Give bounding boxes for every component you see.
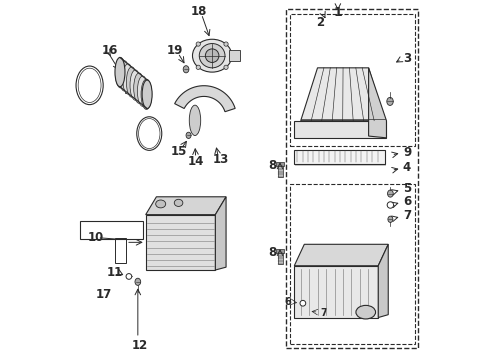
Ellipse shape [205,49,219,63]
Ellipse shape [193,39,232,72]
Text: 12: 12 [131,338,148,351]
Ellipse shape [183,66,189,73]
Ellipse shape [130,70,141,100]
Ellipse shape [174,199,183,206]
Text: 9: 9 [403,146,411,159]
Text: 5: 5 [403,183,411,195]
Bar [276,249,284,253]
Ellipse shape [304,309,308,314]
Ellipse shape [134,73,145,103]
Ellipse shape [189,105,201,135]
Ellipse shape [135,278,141,285]
Ellipse shape [224,65,228,69]
Ellipse shape [137,76,148,107]
Ellipse shape [196,42,200,46]
Text: 15: 15 [171,145,188,158]
Text: 18: 18 [191,5,207,18]
Ellipse shape [156,200,166,208]
Bar [290,184,415,344]
Polygon shape [301,68,385,121]
Text: 10: 10 [88,231,104,244]
Text: 3: 3 [403,52,411,65]
Text: 13: 13 [213,153,229,166]
Bar [146,215,215,270]
Ellipse shape [387,202,393,208]
Ellipse shape [78,68,101,103]
Ellipse shape [137,117,162,150]
Text: 8: 8 [268,159,276,172]
Ellipse shape [356,305,375,319]
Bar [294,150,386,166]
Ellipse shape [388,216,393,222]
Polygon shape [215,197,226,270]
Ellipse shape [122,64,133,94]
Text: 7: 7 [403,209,411,222]
Bar [80,221,143,239]
Polygon shape [174,86,235,112]
Bar [277,251,283,264]
Bar [115,238,126,263]
Text: 17: 17 [96,288,112,301]
Text: 16: 16 [102,44,119,57]
Ellipse shape [224,42,228,46]
Polygon shape [368,68,387,138]
Ellipse shape [196,65,200,69]
Text: 2: 2 [316,16,324,29]
Ellipse shape [142,80,152,109]
Ellipse shape [387,98,393,105]
Text: 4: 4 [403,161,411,174]
Bar [294,121,387,138]
Text: 1: 1 [334,6,342,19]
Ellipse shape [126,67,137,97]
Polygon shape [294,244,388,266]
Bar [294,266,378,318]
Text: 6: 6 [403,195,411,208]
Polygon shape [146,197,226,215]
Text: 8: 8 [268,246,276,258]
Bar [286,9,418,348]
Ellipse shape [126,274,132,279]
Bar [294,150,385,164]
Polygon shape [378,244,388,318]
Ellipse shape [141,79,152,109]
Bar [277,165,283,177]
Bar [276,162,284,166]
Text: 11: 11 [106,266,122,279]
Ellipse shape [115,58,126,88]
Ellipse shape [388,190,393,197]
Ellipse shape [199,44,225,68]
Ellipse shape [186,132,191,139]
Text: 19: 19 [167,44,184,57]
Ellipse shape [139,118,160,149]
Ellipse shape [115,58,125,87]
Ellipse shape [76,66,103,105]
Ellipse shape [300,300,306,306]
Ellipse shape [119,61,130,91]
Text: 14: 14 [188,155,204,168]
Text: 7: 7 [320,308,327,318]
Text: 6: 6 [285,297,292,307]
Bar [229,50,240,61]
Bar [290,14,415,146]
